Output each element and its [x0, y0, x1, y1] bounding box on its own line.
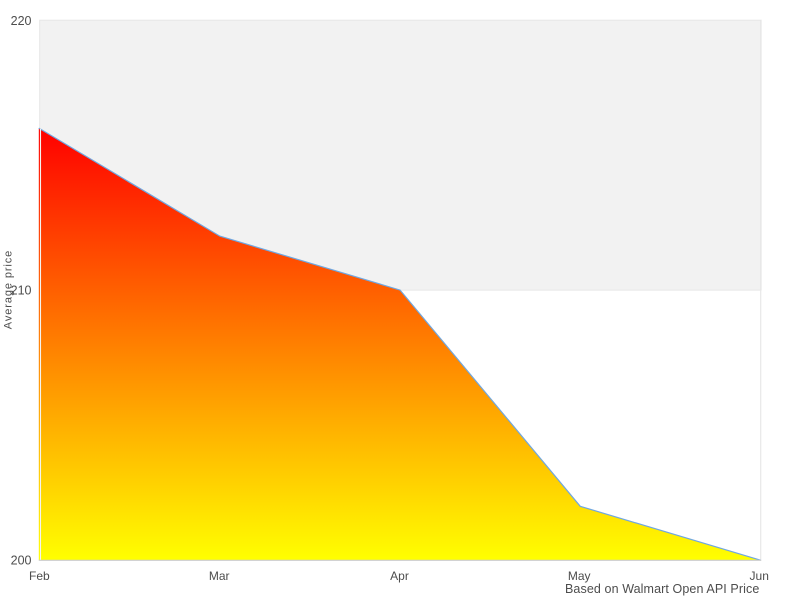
svg-text:Apr: Apr	[390, 569, 409, 583]
svg-text:200: 200	[11, 553, 32, 567]
svg-text:Based on Walmart Open API Pric: Based on Walmart Open API Price	[565, 582, 759, 596]
svg-text:Average price: Average price	[3, 250, 15, 329]
svg-text:Mar: Mar	[209, 569, 230, 583]
svg-text:Jun: Jun	[750, 569, 769, 583]
svg-text:Feb: Feb	[29, 569, 50, 583]
svg-text:220: 220	[11, 14, 32, 28]
svg-text:May: May	[568, 569, 591, 583]
svg-text:210: 210	[11, 284, 32, 298]
